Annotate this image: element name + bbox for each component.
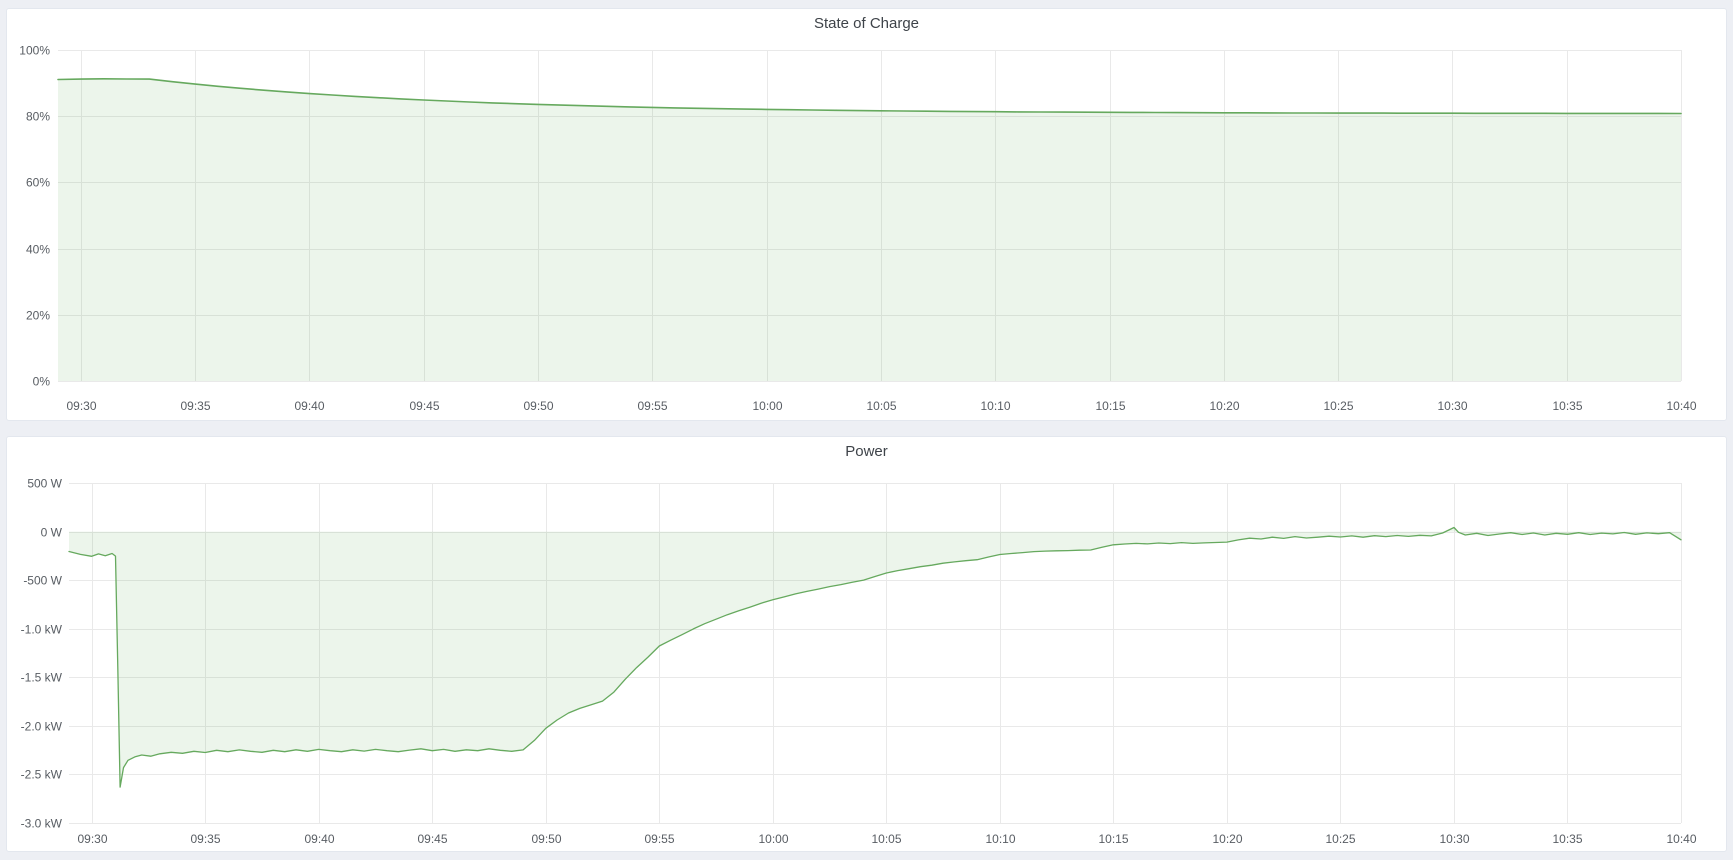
x-tick-label: 10:35 [1552, 832, 1582, 846]
y-tick-label: 60% [26, 176, 50, 190]
series-line [57, 78, 1682, 115]
panel-title-power[interactable]: Power [845, 443, 888, 460]
series-area [58, 78, 1681, 382]
x-tick-label: 10:10 [980, 399, 1010, 413]
x-tick-label: 10:10 [985, 832, 1015, 846]
x-tick-label: 10:20 [1212, 832, 1242, 846]
x-tick-label: 09:35 [190, 832, 220, 846]
soc-chart-svg[interactable]: 100% 80% 60% 40% 20% 0% 09:30 09:35 09:40 09:45 09… [7, 9, 1726, 420]
x-tick-label: 10:00 [752, 399, 782, 413]
x-tick-label: 10:20 [1209, 399, 1239, 413]
x-tick-label: 09:45 [417, 832, 447, 846]
x-tick-label: 09:45 [409, 399, 439, 413]
y-tick-label: 500 W [27, 477, 62, 491]
y-tick-label: -1.5 kW [21, 671, 63, 685]
x-tick-label: 09:30 [66, 399, 96, 413]
panel-power: 500 W 0 W -500 W -1.0 kW -1.5 kW -2.0 kW -2.5 … [6, 436, 1727, 852]
x-tick-label: 09:50 [523, 399, 553, 413]
x-tick-label: 10:15 [1095, 399, 1125, 413]
x-tick-label: 10:30 [1437, 399, 1467, 413]
y-tick-label: 0% [33, 375, 51, 389]
axis-labels: 100% 80% 60% 40% 20% 0% 09:30 09:35 09:40 09:45 09… [19, 44, 1697, 414]
x-tick-label: 10:05 [871, 832, 901, 846]
x-tick-label: 09:30 [77, 832, 107, 846]
y-tick-label: -500 W [23, 574, 62, 588]
y-tick-label: 40% [26, 243, 50, 257]
x-tick-label: 10:35 [1552, 399, 1582, 413]
x-tick-label: 09:40 [294, 399, 324, 413]
panel-title-state-of-charge[interactable]: State of Charge [813, 15, 920, 32]
x-tick-label: 09:35 [180, 399, 210, 413]
x-tick-label: 09:40 [304, 832, 334, 846]
y-tick-label: -2.5 kW [21, 768, 63, 782]
x-tick-label: 10:30 [1439, 832, 1469, 846]
x-tick-label: 10:00 [758, 832, 788, 846]
axis-labels: 500 W 0 W -500 W -1.0 kW -1.5 kW -2.0 kW -2.5 … [21, 477, 1697, 847]
y-tick-label: -3.0 kW [21, 817, 63, 831]
x-tick-label: 09:55 [637, 399, 667, 413]
y-tick-label: 100% [19, 44, 50, 58]
y-tick-label: 20% [26, 309, 50, 323]
series-area [69, 527, 1681, 788]
x-tick-label: 10:40 [1666, 399, 1696, 413]
grid [69, 483, 1682, 824]
grid [58, 50, 1682, 382]
y-tick-label: -1.0 kW [21, 623, 63, 637]
power-chart-svg[interactable]: 500 W 0 W -500 W -1.0 kW -1.5 kW -2.0 kW -2.5 … [7, 437, 1726, 851]
y-tick-label: -2.0 kW [21, 720, 63, 734]
panel-state-of-charge: 100% 80% 60% 40% 20% 0% 09:30 09:35 09:40 09:45 09… [6, 8, 1727, 421]
x-tick-label: 10:40 [1666, 832, 1696, 846]
x-tick-label: 09:55 [644, 832, 674, 846]
x-tick-label: 10:25 [1323, 399, 1353, 413]
series-line [68, 526, 1682, 788]
y-tick-label: 80% [26, 110, 50, 124]
x-tick-label: 09:50 [531, 832, 561, 846]
y-tick-label: 0 W [41, 526, 63, 540]
x-tick-label: 10:05 [866, 399, 896, 413]
x-tick-label: 10:25 [1325, 832, 1355, 846]
x-tick-label: 10:15 [1098, 832, 1128, 846]
